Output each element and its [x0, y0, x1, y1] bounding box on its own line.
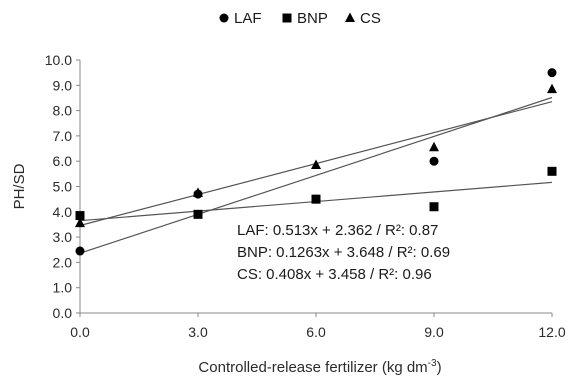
equation-annotation: LAF: 0.513x + 2.362 / R²: 0.87	[237, 222, 438, 239]
point-bnp	[193, 209, 203, 219]
legend-label-bnp: BNP	[297, 10, 328, 27]
x-tick-label: 6.0	[306, 324, 326, 340]
legend-label-cs: CS	[360, 10, 381, 27]
legend-marker-laf	[219, 13, 229, 23]
data-points	[75, 68, 557, 256]
x-axis-title-main: Controlled-release fertilizer (kg dm	[198, 359, 427, 376]
y-tick-label: 4.0	[53, 204, 73, 220]
point-bnp	[547, 166, 557, 176]
y-tick-label: 10.0	[45, 52, 72, 68]
equation-annotations: LAF: 0.513x + 2.362 / R²: 0.87 BNP: 0.126…	[237, 222, 450, 283]
x-tick-label: 12.0	[538, 324, 565, 340]
y-tick-label: 5.0	[53, 179, 73, 195]
y-tick-label: 7.0	[53, 128, 73, 144]
y-tick-label: 8.0	[53, 103, 73, 119]
y-axis-title: PH/SD	[11, 163, 28, 209]
point-laf	[75, 246, 85, 256]
x-axis-title: Controlled-release fertilizer (kg dm-3)	[198, 358, 441, 376]
point-cs	[75, 217, 85, 228]
point-laf	[429, 156, 439, 166]
y-tick-label: 9.0	[53, 77, 73, 93]
point-bnp	[311, 194, 321, 204]
equation-annotation: CS: 0.408x + 3.458 / R²: 0.96	[237, 266, 432, 283]
legend-marker-cs	[345, 12, 355, 22]
legend-marker-bnp	[282, 13, 292, 23]
x-axis-title-superscript: -3	[428, 358, 437, 369]
point-laf	[547, 68, 557, 78]
point-cs	[193, 187, 203, 197]
x-tick-label: 0.0	[70, 324, 90, 340]
point-bnp	[429, 202, 439, 212]
point-cs	[429, 141, 439, 152]
equation-annotation: BNP: 0.1263x + 3.648 / R²: 0.69	[237, 244, 450, 261]
y-tick-label: 0.0	[53, 305, 73, 321]
x-tick-label: 9.0	[424, 324, 444, 340]
legend: LAF BNP CS	[219, 10, 381, 27]
y-axis-ticks: 0.0 1.0 2.0 3.0 4.0 5.0 6.0 7.0 8.0 9.0 10.0	[45, 52, 80, 321]
y-tick-label: 2.0	[53, 254, 73, 270]
point-cs	[311, 159, 321, 169]
legend-label-laf: LAF	[234, 10, 262, 27]
point-cs	[547, 83, 557, 94]
y-tick-label: 6.0	[53, 153, 73, 169]
trendline-laf	[79, 96, 553, 254]
y-tick-label: 1.0	[53, 280, 73, 296]
point-bnp	[75, 211, 85, 221]
x-axis-title-suffix: )	[437, 359, 442, 376]
x-tick-label: 3.0	[188, 324, 208, 340]
y-tick-label: 3.0	[53, 229, 73, 245]
x-axis-ticks: 0.0 3.0 6.0 9.0 12.0	[70, 313, 566, 340]
